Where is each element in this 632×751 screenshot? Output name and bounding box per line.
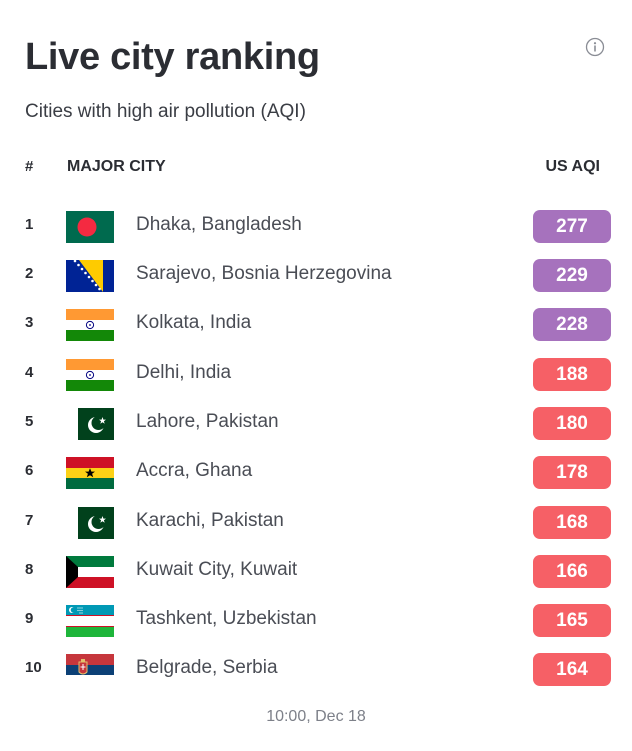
table-row[interactable]: 2 Sarajevo, Bosnia Herzegovina 229 xyxy=(0,251,632,300)
city-name[interactable]: Karachi, Pakistan xyxy=(136,510,284,531)
table-header: # MAJOR CITY US AQI xyxy=(0,158,632,182)
rank-number: 10 xyxy=(25,659,42,676)
city-name[interactable]: Delhi, India xyxy=(136,362,232,383)
aqi-badge: 228 xyxy=(533,308,611,341)
serbia-flag-icon xyxy=(66,654,114,686)
column-header-city: MAJOR CITY xyxy=(67,158,166,175)
aqi-badge: 180 xyxy=(533,407,611,440)
column-header-aqi: US AQI xyxy=(545,158,600,175)
rank-number: 9 xyxy=(25,610,34,627)
aqi-badge: 164 xyxy=(533,653,611,686)
rank-number: 7 xyxy=(25,512,34,529)
rank-number: 3 xyxy=(25,314,34,331)
city-name[interactable]: Sarajevo, Bosnia Herzegovina xyxy=(136,263,392,284)
table-row[interactable]: 6 Accra, Ghana 178 xyxy=(0,448,632,497)
pakistan-flag-icon xyxy=(78,507,114,539)
city-name[interactable]: Lahore, Pakistan xyxy=(136,411,279,432)
table-row[interactable]: 4 Delhi, India 188 xyxy=(0,350,632,399)
rank-number: 1 xyxy=(25,216,34,233)
page-title: Live city ranking xyxy=(25,36,320,78)
aqi-badge: 165 xyxy=(533,604,611,637)
aqi-badge: 188 xyxy=(533,358,611,391)
column-header-rank: # xyxy=(25,158,34,175)
rank-number: 4 xyxy=(25,364,34,381)
kuwait-flag-icon xyxy=(66,556,114,588)
table-row[interactable]: 5 Lahore, Pakistan 180 xyxy=(0,399,632,448)
info-icon[interactable] xyxy=(585,37,605,57)
aqi-badge: 277 xyxy=(533,210,611,243)
bangladesh-flag-icon xyxy=(66,211,114,243)
table-row[interactable]: 9 Tashkent, Uzbekistan 165 xyxy=(0,596,632,645)
table-row[interactable]: 1 Dhaka, Bangladesh 277 xyxy=(0,202,632,251)
page-subtitle: Cities with high air pollution (AQI) xyxy=(25,101,306,122)
table-row[interactable]: 8 Kuwait City, Kuwait 166 xyxy=(0,547,632,596)
rank-number: 2 xyxy=(25,265,34,282)
city-name[interactable]: Kolkata, India xyxy=(136,312,252,333)
pakistan-flag-icon xyxy=(78,408,114,440)
aqi-badge: 166 xyxy=(533,555,611,588)
city-name[interactable]: Accra, Ghana xyxy=(136,460,253,481)
ghana-flag-icon xyxy=(66,457,114,489)
city-name[interactable]: Belgrade, Serbia xyxy=(136,657,278,678)
city-name[interactable]: Tashkent, Uzbekistan xyxy=(136,608,317,629)
aqi-badge: 178 xyxy=(533,456,611,489)
aqi-badge: 168 xyxy=(533,506,611,539)
update-timestamp: 10:00, Dec 18 xyxy=(266,708,366,725)
rank-number: 8 xyxy=(25,561,34,578)
india-flag-icon xyxy=(66,309,114,341)
table-row[interactable]: 7 Karachi, Pakistan 168 xyxy=(0,498,632,547)
table-row[interactable]: 10 Belgrade, Serbia 164 xyxy=(0,645,632,694)
india-flag-icon xyxy=(66,359,114,391)
rank-number: 5 xyxy=(25,413,34,430)
table-row[interactable]: 3 Kolkata, India 228 xyxy=(0,300,632,349)
city-name[interactable]: Dhaka, Bangladesh xyxy=(136,214,302,235)
aqi-badge: 229 xyxy=(533,259,611,292)
rank-number: 6 xyxy=(25,462,34,479)
city-name[interactable]: Kuwait City, Kuwait xyxy=(136,559,298,580)
uzbekistan-flag-icon xyxy=(66,605,114,637)
bosnia-flag-icon xyxy=(66,260,114,292)
